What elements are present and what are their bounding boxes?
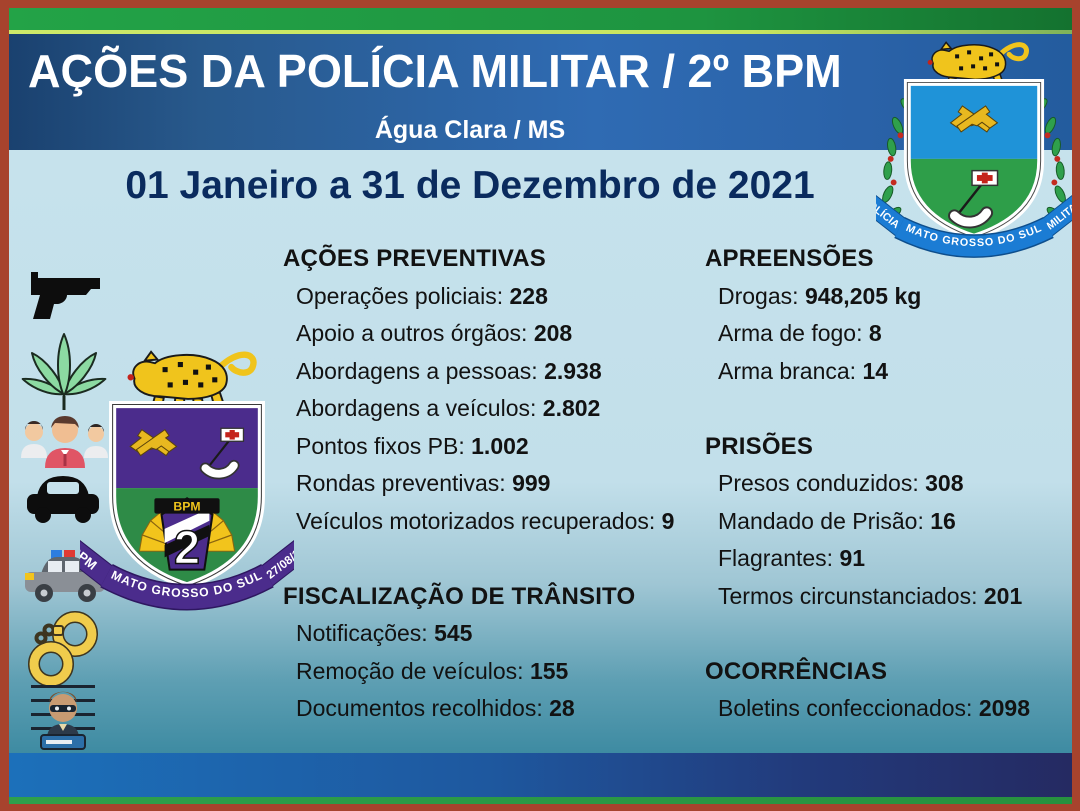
gun-icon — [31, 272, 100, 319]
stat-value: 2.938 — [544, 357, 602, 384]
stat-row: Documentos recolhidos: 28 — [283, 690, 713, 728]
state-crest-pmms: POLÍCIA MILITAR MATO GROSSO DO SUL — [876, 41, 1072, 272]
stat-row: Boletins confeccionados: 2098 — [705, 690, 1075, 728]
left-stats-column: AÇÕES PREVENTIVAS Operações policiais: 2… — [283, 240, 713, 728]
stat-row: Remoção de veículos: 155 — [283, 653, 713, 691]
stat-value: 28 — [549, 695, 575, 721]
stat-label: Notificações: — [296, 620, 428, 646]
stat-value: 948,205 kg — [804, 282, 922, 309]
unit-band-label: BPM — [173, 500, 200, 514]
top-lime-line — [9, 30, 1072, 34]
stat-label: Drogas: — [718, 282, 799, 309]
stat-row: Rondas preventivas: 999 — [283, 465, 713, 503]
stat-row: Abordagens a pessoas: 2.938 — [283, 353, 713, 391]
stat-label: Rondas preventivas: — [296, 470, 506, 496]
stat-row: Veículos motorizados recuperados: 9 — [283, 503, 713, 541]
stat-row: Presos conduzidos: 308 — [705, 465, 1075, 503]
top-green-stripe — [9, 8, 1072, 30]
stat-value: 201 — [983, 582, 1023, 609]
handcuffs-icon — [28, 611, 98, 686]
bottom-blue-bar — [9, 753, 1072, 797]
stat-row: Termos circunstanciados: 201 — [705, 578, 1075, 616]
stat-value: 2.802 — [542, 395, 601, 421]
stat-label: Mandado de Prisão: — [718, 507, 924, 534]
stat-label: Abordagens a veículos: — [296, 395, 537, 421]
stat-label: Pontos fixos PB: — [296, 432, 465, 459]
stat-row: Operações policiais: 228 — [283, 278, 713, 316]
stat-row: Drogas: 948,205 kg — [705, 278, 1075, 316]
section-title-prisoes: PRISÕES — [705, 432, 814, 460]
stat-value: 9 — [661, 507, 675, 534]
stat-label: Termos circunstanciados: — [718, 582, 978, 609]
spacer — [283, 540, 713, 578]
jaguar-icon — [127, 350, 257, 413]
stat-row: Arma branca: 14 — [705, 353, 1075, 391]
stat-label: Arma de fogo: — [718, 320, 863, 346]
stat-label: Remoção de veículos: — [296, 657, 524, 684]
car-icon — [27, 476, 99, 523]
stat-value: 14 — [862, 357, 889, 384]
section-title-fiscalizacao-transito: FISCALIZAÇÃO DE TRÂNSITO — [283, 582, 636, 610]
stat-row: Apoio a outros órgãos: 208 — [283, 315, 713, 353]
stat-value: 91 — [839, 545, 866, 571]
stat-value: 545 — [434, 620, 473, 646]
spacer — [705, 615, 1075, 653]
crossed-pistols-icon — [949, 105, 999, 133]
stat-value: 999 — [512, 470, 551, 496]
stat-value: 8 — [868, 320, 882, 346]
unit-number: 2 — [174, 522, 200, 574]
section-title-apreensoes: APREENSÕES — [705, 245, 874, 272]
stat-value: 208 — [533, 320, 573, 346]
stat-row: Mandado de Prisão: 16 — [705, 503, 1075, 541]
stat-label: Apoio a outros órgãos: — [296, 320, 528, 346]
right-stats-column: APREENSÕES Drogas: 948,205 kg Arma de fo… — [705, 240, 1075, 728]
stat-label: Arma branca: — [718, 357, 857, 384]
stat-row: Abordagens a veículos: 2.802 — [283, 390, 713, 428]
stat-row: Pontos fixos PB: 1.002 — [283, 428, 713, 466]
unit-crest-2bpm: BPM 2 2ºBPM 27/08/1990 MATO GROSSO DO SU… — [80, 350, 294, 622]
people-group-icon — [21, 416, 108, 468]
stat-value: 228 — [509, 282, 548, 309]
stat-label: Operações policiais: — [296, 282, 504, 309]
page-title: AÇÕES DA POLÍCIA MILITAR / 2º BPM — [28, 45, 842, 97]
section-title-acoes-preventivas: AÇÕES PREVENTIVAS — [283, 245, 547, 272]
stat-row: Notificações: 545 — [283, 615, 713, 653]
stat-label: Abordagens a pessoas: — [296, 357, 538, 384]
header-band — [9, 34, 1072, 150]
page-subtitle: Água Clara / MS — [374, 116, 566, 144]
stat-label: Documentos recolhidos: — [296, 695, 543, 721]
bottom-green-stripe — [9, 797, 1072, 804]
spacer — [705, 390, 1075, 428]
stat-label: Flagrantes: — [718, 545, 834, 571]
arm-flag-icon — [199, 427, 245, 480]
stat-label: Boletins confeccionados: — [718, 695, 973, 721]
stat-row: Flagrantes: 91 — [705, 540, 1075, 578]
stat-value: 308 — [925, 470, 964, 496]
stat-label: Presos conduzidos: — [718, 470, 919, 496]
period-title: 01 Janeiro a 31 de Dezembro de 2021 — [125, 164, 815, 207]
arm-flag-icon — [948, 169, 999, 229]
stat-value: 16 — [930, 507, 956, 534]
stat-label: Veículos motorizados recuperados: — [296, 507, 656, 534]
cannabis-leaf-icon — [21, 333, 107, 410]
criminal-mugshot-icon — [31, 685, 95, 750]
stat-value: 1.002 — [471, 432, 529, 459]
stat-value: 2098 — [978, 695, 1030, 721]
section-title-ocorrencias: OCORRÊNCIAS — [705, 657, 888, 685]
crossed-pistols-icon — [129, 429, 178, 457]
stat-value: 155 — [529, 657, 569, 684]
stat-row: Arma de fogo: 8 — [705, 315, 1075, 353]
